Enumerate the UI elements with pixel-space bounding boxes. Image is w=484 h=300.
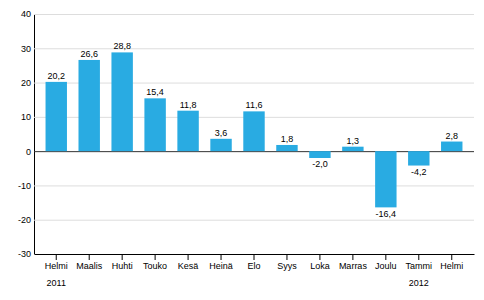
plot: -30 -20 -10 0 10 20 30 40 Helmi Maalis Huhti Touko K… [18, 9, 475, 288]
data-label: 11,8 [180, 100, 197, 110]
y-tick-label: -20 [18, 215, 31, 225]
tick-mark [188, 254, 189, 260]
x-tick-label: Helmi [45, 261, 68, 271]
bar [375, 151, 396, 207]
x-tick-label: Syys [277, 261, 297, 271]
y-tick-label: 40 [21, 9, 31, 19]
x-tick: Helmi [440, 254, 463, 271]
x-tick: Heinä [209, 254, 233, 271]
bars [46, 52, 463, 207]
grid-line [34, 48, 474, 49]
y-tick-label: 0 [26, 147, 31, 157]
y-tick-label: -30 [18, 249, 31, 259]
grid-line [34, 14, 474, 15]
x-tick-label: Heinä [209, 261, 233, 271]
annotation: 2011 [47, 278, 66, 288]
x-tick: Tammi [406, 254, 433, 271]
x-tick: Maalis [76, 254, 103, 271]
tick-mark [254, 254, 255, 260]
grid-line [34, 220, 474, 221]
tick-mark [89, 254, 90, 260]
data-label: 20,2 [47, 71, 65, 81]
tick-mark [122, 254, 123, 260]
bar [243, 111, 264, 151]
bar [276, 145, 297, 151]
tick-mark [319, 254, 320, 260]
tick-mark [385, 254, 386, 260]
x-axis: Helmi Maalis Huhti Touko Kesä Heinä Elo Syys Lok… [35, 254, 475, 271]
data-label: 28,8 [113, 41, 131, 51]
tick-mark [418, 254, 419, 260]
grid-line [34, 83, 474, 84]
x-tick-label: Maalis [76, 261, 103, 271]
x-tick-label: Huhti [112, 261, 133, 271]
x-tick-label: Tammi [406, 261, 433, 271]
data-label: 3,6 [215, 128, 228, 138]
data-label: 26,6 [80, 49, 98, 59]
annotation: 2012 [409, 278, 429, 288]
y-tick-label: 30 [21, 44, 31, 54]
bar [441, 142, 462, 152]
bar [210, 139, 231, 151]
x-tick-label: Loka [310, 261, 330, 271]
x-tick: Joulu [375, 254, 397, 271]
data-label: 15,4 [146, 87, 164, 97]
y-tick: 40 [21, 9, 474, 19]
data-label: 1,3 [347, 136, 360, 146]
x-tick: Helmi [45, 254, 68, 271]
x-tick: Huhti [112, 254, 133, 271]
x-tick: Marras [339, 254, 368, 271]
bar [144, 98, 165, 151]
y-tick-label: 10 [21, 112, 31, 122]
x-tick: Touko [143, 254, 167, 271]
x-tick-label: Helmi [440, 261, 463, 271]
tick-mark [451, 254, 452, 260]
y-tick-label: -10 [18, 181, 31, 191]
annotations: 2011 2012 [47, 278, 429, 288]
tick-mark [155, 254, 156, 260]
y-tick: -30 [18, 249, 474, 259]
grid-line [34, 151, 474, 152]
y-axis-line [35, 15, 475, 255]
tick-mark [56, 254, 57, 260]
bar [46, 82, 67, 151]
bar [177, 111, 198, 151]
data-label: -2,0 [312, 159, 328, 169]
data-label: 1,8 [281, 134, 294, 144]
chart-container: -30 -20 -10 0 10 20 30 40 Helmi Maalis Huhti Touko K… [0, 0, 484, 300]
x-tick: Syys [277, 254, 297, 271]
bar [342, 147, 363, 151]
chart: -30 -20 -10 0 10 20 30 40 Helmi Maalis Huhti Touko K… [0, 0, 484, 300]
x-tick-label: Elo [247, 261, 260, 271]
data-label: 11,6 [246, 100, 263, 110]
data-labels: 20,2 26,6 28,8 15,4 11,8 3,6 11,6 1,8 -2,0 1,3 -16… [47, 41, 458, 218]
tick-mark [221, 254, 222, 260]
x-tick: Elo [247, 254, 260, 271]
y-tick: -20 [18, 215, 474, 225]
bar [111, 52, 132, 151]
bar [309, 151, 330, 158]
x-tick-label: Marras [339, 261, 368, 271]
bar [408, 151, 429, 165]
y-tick: -10 [18, 181, 474, 191]
data-label: 2,8 [445, 131, 458, 141]
tick-mark [352, 254, 353, 260]
bar [78, 60, 99, 151]
tick-mark [286, 254, 287, 260]
x-tick: Loka [310, 254, 330, 271]
x-tick: Kesä [178, 254, 199, 271]
data-label: -4,2 [411, 167, 427, 177]
x-tick-label: Kesä [178, 261, 199, 271]
x-tick-label: Touko [143, 261, 167, 271]
grid-line [34, 185, 474, 186]
data-label: -16,4 [376, 209, 397, 219]
x-tick-label: Joulu [375, 261, 397, 271]
y-tick-label: 20 [21, 78, 31, 88]
y-axis: -30 -20 -10 0 10 20 30 40 [18, 9, 474, 259]
